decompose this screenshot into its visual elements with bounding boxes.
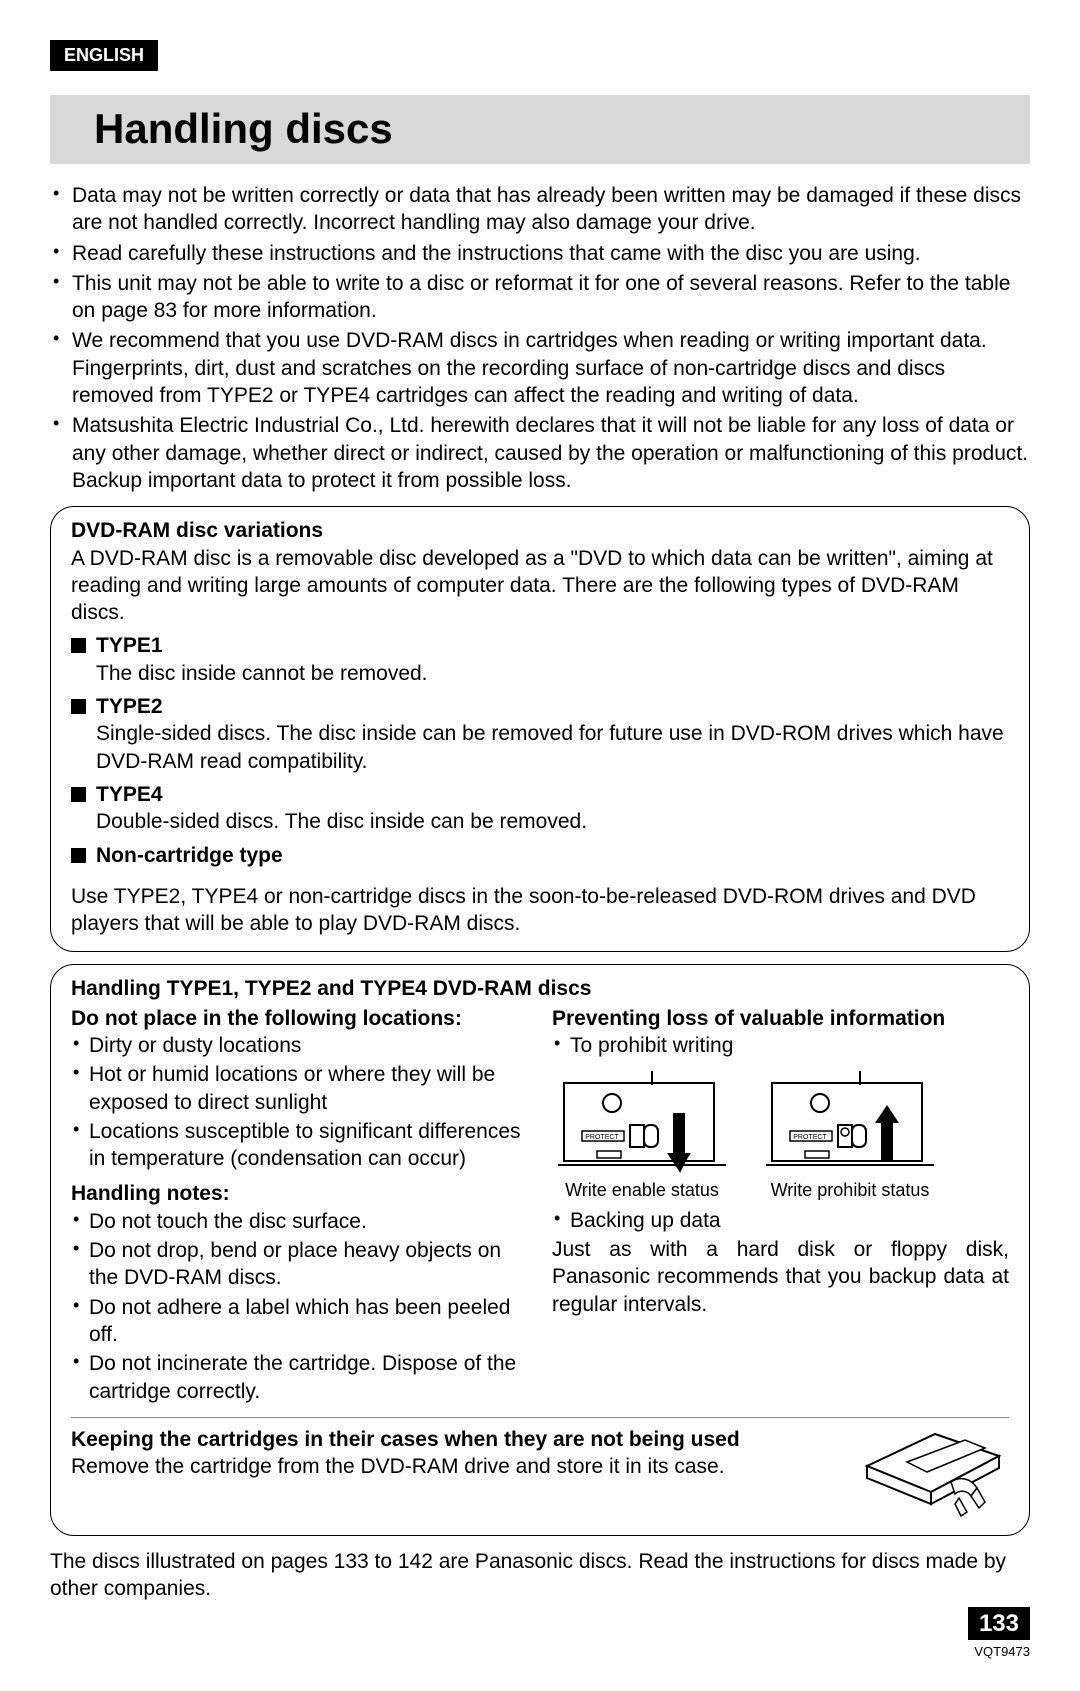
type-item: TYPE4 Double-sided discs. The disc insid… <box>71 781 1009 836</box>
handling-heading: Handling TYPE1, TYPE2 and TYPE4 DVD-RAM … <box>71 975 1009 1002</box>
intro-bullet-list: Data may not be written correctly or dat… <box>50 182 1030 494</box>
square-bullet-icon <box>71 699 86 714</box>
page-title: Handling discs <box>50 95 1030 164</box>
list-item: Do not drop, bend or place heavy objects… <box>71 1237 528 1292</box>
type-item: TYPE1 The disc inside cannot be removed. <box>71 632 1009 687</box>
square-bullet-icon <box>71 848 86 863</box>
divider <box>71 1417 1009 1418</box>
prevent-heading: Preventing loss of valuable information <box>552 1005 1009 1032</box>
document-code: VQT9473 <box>50 1644 1030 1661</box>
diagram-caption: Write prohibit status <box>760 1179 940 1202</box>
list-item: Locations susceptible to significant dif… <box>71 1118 528 1173</box>
intro-bullet: Data may not be written correctly or dat… <box>50 182 1030 237</box>
type-name: TYPE4 <box>96 781 1009 808</box>
type-name: TYPE2 <box>96 693 1009 720</box>
variations-footer: Use TYPE2, TYPE4 or non-cartridge discs … <box>71 883 1009 938</box>
variations-box: DVD-RAM disc variations A DVD-RAM disc i… <box>50 506 1030 952</box>
svg-text:PROTECT: PROTECT <box>585 1134 619 1141</box>
language-badge: ENGLISH <box>50 40 158 71</box>
type-desc: Double-sided discs. The disc inside can … <box>96 808 1009 835</box>
write-enable-diagram: PROTECT Write enable status <box>552 1065 732 1202</box>
type-name: TYPE1 <box>96 632 1009 659</box>
storage-text: Remove the cartridge from the DVD-RAM dr… <box>71 1453 847 1480</box>
notes-list: Do not touch the disc surface. Do not dr… <box>71 1208 528 1405</box>
backup-text: Just as with a hard disk or floppy disk,… <box>552 1236 1009 1318</box>
locations-heading: Do not place in the following locations: <box>71 1005 528 1032</box>
locations-list: Dirty or dusty locations Hot or humid lo… <box>71 1032 528 1172</box>
intro-bullet: This unit may not be able to write to a … <box>50 270 1030 325</box>
variations-heading: DVD-RAM disc variations <box>71 517 1009 544</box>
list-item: Dirty or dusty locations <box>71 1032 528 1059</box>
list-item: To prohibit writing <box>552 1032 1009 1059</box>
page-number-container: 133 <box>50 1608 1030 1639</box>
storage-heading: Keeping the cartridges in their cases wh… <box>71 1426 847 1453</box>
square-bullet-icon <box>71 787 86 802</box>
variations-intro: A DVD-RAM disc is a removable disc devel… <box>71 545 1009 627</box>
intro-bullet: We recommend that you use DVD-RAM discs … <box>50 327 1030 409</box>
intro-bullet: Matsushita Electric Industrial Co., Ltd.… <box>50 412 1030 494</box>
cartridge-case-diagram <box>859 1426 1009 1521</box>
footer-note: The discs illustrated on pages 133 to 14… <box>50 1548 1030 1603</box>
list-item: Do not touch the disc surface. <box>71 1208 528 1235</box>
handling-box: Handling TYPE1, TYPE2 and TYPE4 DVD-RAM … <box>50 964 1030 1535</box>
square-bullet-icon <box>71 638 86 653</box>
list-item: Do not adhere a label which has been pee… <box>71 1294 528 1349</box>
handling-right-col: Preventing loss of valuable information … <box>552 1005 1009 1407</box>
type-desc: Single-sided discs. The disc inside can … <box>96 720 1009 775</box>
diagram-caption: Write enable status <box>552 1179 732 1202</box>
notes-heading: Handling notes: <box>71 1180 528 1207</box>
handling-left-col: Do not place in the following locations:… <box>71 1005 528 1407</box>
list-item: Backing up data <box>552 1207 1009 1234</box>
write-prohibit-diagram: PROTECT Write prohibit status <box>760 1065 940 1202</box>
page-number: 133 <box>968 1607 1030 1640</box>
type-desc: The disc inside cannot be removed. <box>96 660 1009 687</box>
type-name: Non-cartridge type <box>96 842 1009 869</box>
type-item: TYPE2 Single-sided discs. The disc insid… <box>71 693 1009 775</box>
list-item: Hot or humid locations or where they wil… <box>71 1061 528 1116</box>
svg-text:PROTECT: PROTECT <box>793 1134 827 1141</box>
type-item: Non-cartridge type <box>71 842 1009 869</box>
list-item: Do not incinerate the cartridge. Dispose… <box>71 1350 528 1405</box>
intro-bullet: Read carefully these instructions and th… <box>50 240 1030 267</box>
